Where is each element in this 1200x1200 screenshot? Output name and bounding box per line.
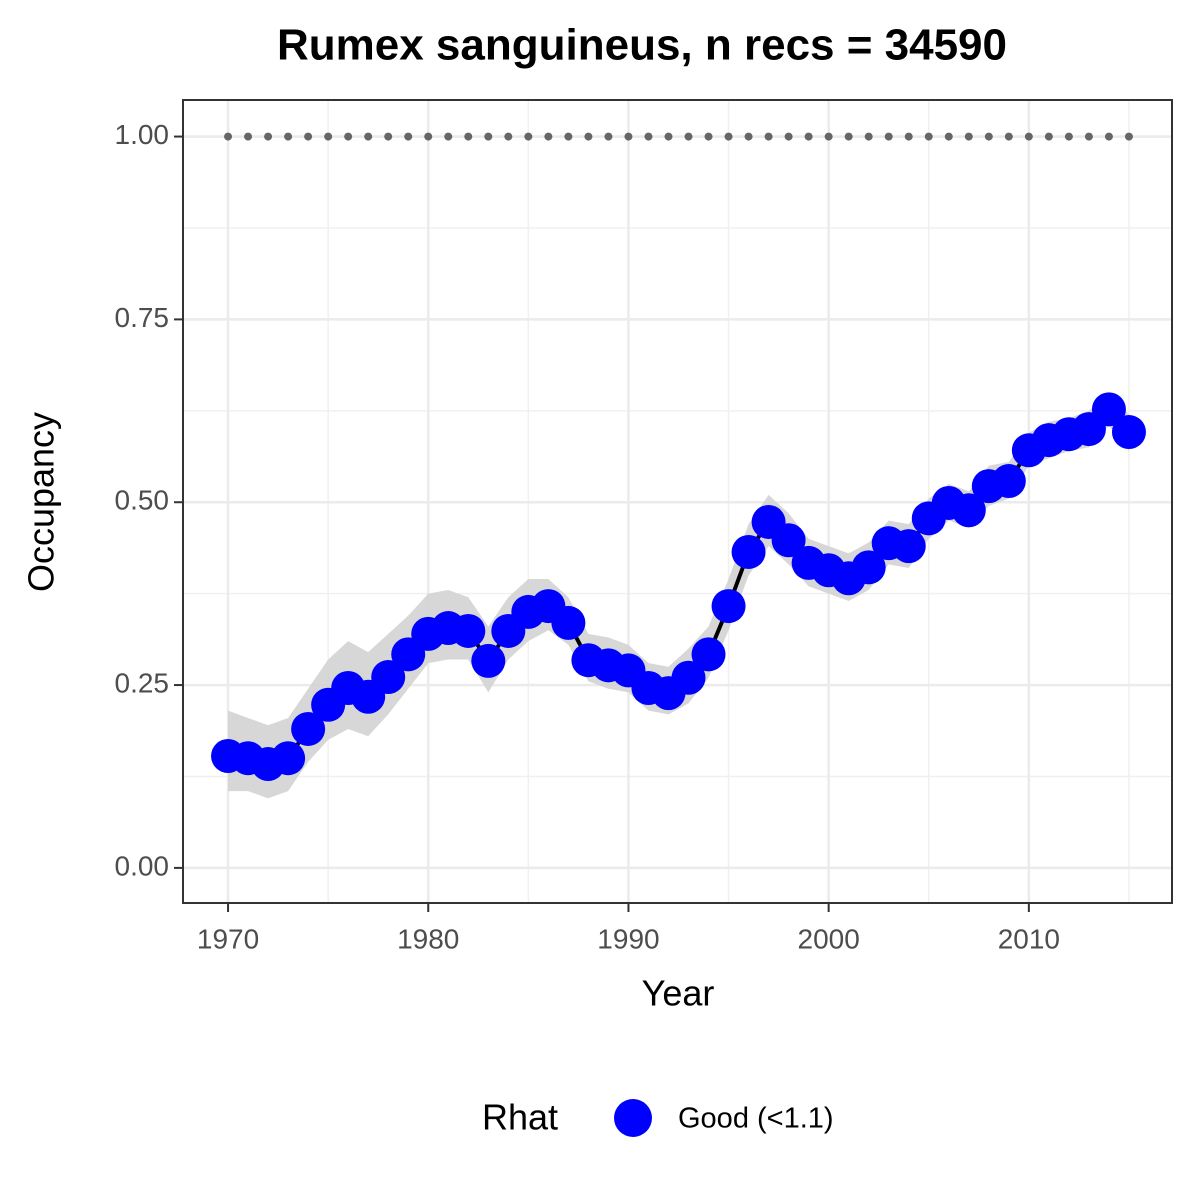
reference-dot — [424, 132, 433, 141]
reference-dot — [784, 132, 793, 141]
reference-dot — [544, 132, 553, 141]
y-axis-label: Occupancy — [21, 412, 62, 592]
x-tick-label: 2010 — [998, 923, 1060, 954]
reference-dot — [1004, 132, 1013, 141]
point — [951, 493, 986, 528]
reference-dot — [884, 132, 893, 141]
reference-dot — [984, 132, 993, 141]
reference-dot — [1124, 132, 1133, 141]
reference-dot — [864, 132, 873, 141]
point — [1111, 415, 1146, 450]
x-tick-label: 1980 — [397, 923, 459, 954]
reference-dot — [724, 132, 733, 141]
reference-dot — [604, 132, 613, 141]
reference-dot — [304, 132, 313, 141]
reference-dot — [924, 132, 933, 141]
point — [711, 589, 746, 624]
reference-dot — [384, 132, 393, 141]
x-tick-label: 1990 — [597, 923, 659, 954]
reference-dot — [1104, 132, 1113, 141]
reference-dot — [584, 132, 593, 141]
reference-dot — [264, 132, 273, 141]
reference-dot — [444, 132, 453, 141]
reference-dot — [224, 132, 233, 141]
point — [471, 643, 506, 678]
reference-dot — [744, 132, 753, 141]
x-tick-label: 2000 — [798, 923, 860, 954]
point — [271, 741, 306, 776]
point — [771, 523, 806, 558]
y-tick-label: 0.00 — [115, 850, 170, 881]
reference-dot — [644, 132, 653, 141]
reference-dot — [804, 132, 813, 141]
point — [371, 660, 406, 695]
point — [891, 529, 926, 564]
y-tick-label: 0.75 — [115, 302, 170, 333]
y-tick-label: 1.00 — [115, 119, 170, 150]
reference-dot — [404, 132, 413, 141]
point — [291, 711, 326, 746]
reference-dot — [1084, 132, 1093, 141]
reference-dot — [904, 132, 913, 141]
reference-dot — [664, 132, 673, 141]
point — [851, 550, 886, 585]
point — [451, 613, 486, 648]
reference-dot — [484, 132, 493, 141]
reference-dot — [844, 132, 853, 141]
point — [691, 637, 726, 672]
reference-dot — [284, 132, 293, 141]
point — [731, 534, 766, 569]
reference-dot — [764, 132, 773, 141]
reference-dot — [944, 132, 953, 141]
reference-dot — [1044, 132, 1053, 141]
legend-title: Rhat — [482, 1097, 558, 1138]
y-tick-label: 0.25 — [115, 667, 170, 698]
reference-dot — [624, 132, 633, 141]
reference-dot — [344, 132, 353, 141]
reference-dot — [824, 132, 833, 141]
reference-dot — [244, 132, 253, 141]
legend-label: Good (<1.1) — [678, 1103, 834, 1135]
legend-swatch — [614, 1099, 652, 1137]
reference-dot — [964, 132, 973, 141]
plot-border — [182, 99, 1173, 904]
reference-dot — [324, 132, 333, 141]
reference-dot — [684, 132, 693, 141]
reference-dot — [1024, 132, 1033, 141]
x-axis-label: Year — [642, 973, 715, 1014]
reference-dot — [564, 132, 573, 141]
x-tick-label: 1970 — [197, 923, 259, 954]
point — [1091, 392, 1126, 427]
reference-dot — [524, 132, 533, 141]
confidence-band — [228, 392, 1129, 799]
point — [991, 464, 1026, 499]
reference-dot — [1064, 132, 1073, 141]
y-tick-label: 0.50 — [115, 485, 170, 516]
point — [671, 660, 706, 695]
point — [551, 605, 586, 640]
reference-dot — [704, 132, 713, 141]
reference-dot — [504, 132, 513, 141]
chart-title: Rumex sanguineus, n recs = 34590 — [277, 21, 1007, 70]
reference-dot — [464, 132, 473, 141]
reference-dot — [364, 132, 373, 141]
